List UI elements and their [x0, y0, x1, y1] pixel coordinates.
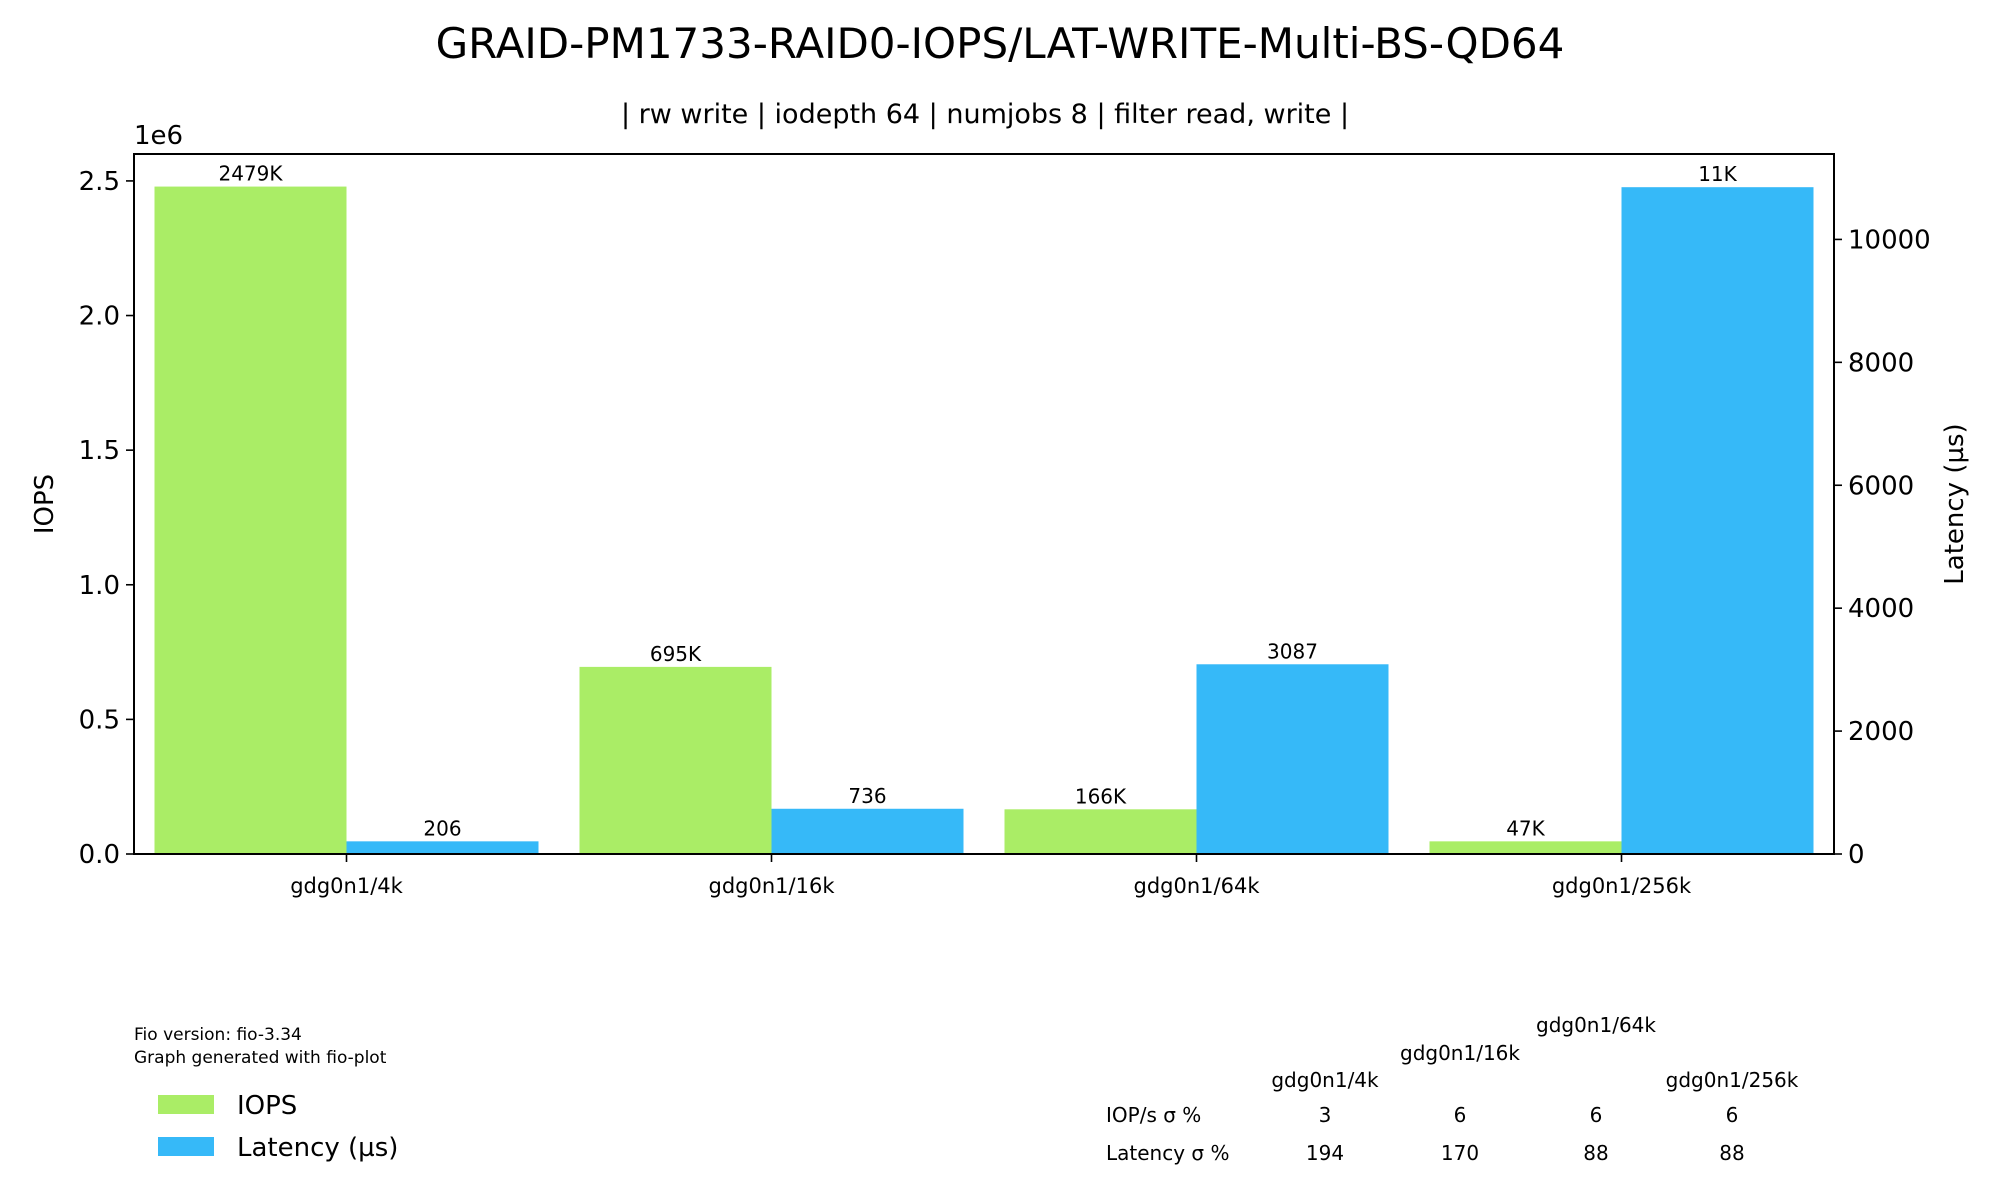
table-cell: 170 — [1441, 1141, 1479, 1165]
right-axis: 0 2000 4000 6000 8000 10000 — [1834, 225, 1931, 870]
data-label-latency: 206 — [423, 816, 461, 840]
data-label-iops: 47K — [1506, 816, 1545, 840]
legend-label-iops: IOPS — [237, 1091, 297, 1121]
y-tick-label: 2.0 — [79, 302, 120, 332]
table-cell: 6 — [1726, 1103, 1739, 1127]
table-col-header: gdg0n1/64k — [1536, 1013, 1656, 1037]
legend-swatch-latency — [158, 1137, 214, 1156]
table-cell: 194 — [1306, 1141, 1344, 1165]
y-offset-label: 1e6 — [134, 121, 183, 151]
table-cell: 88 — [1583, 1141, 1608, 1165]
table-col-header: gdg0n1/4k — [1271, 1068, 1379, 1092]
bar-iops — [579, 666, 772, 854]
stddev-table: gdg0n1/4k gdg0n1/16k gdg0n1/64k gdg0n1/2… — [1106, 1013, 1799, 1165]
table-row-label: IOP/s σ % — [1106, 1103, 1201, 1127]
x-tick-label: gdg0n1/64k — [1134, 874, 1261, 898]
y-right-tick-label: 0 — [1848, 840, 1865, 870]
chart-title: GRAID-PM1733-RAID0-IOPS/LAT-WRITE-Multi-… — [436, 19, 1565, 68]
table-cell: 6 — [1454, 1103, 1467, 1127]
data-label-iops: 695K — [650, 642, 702, 666]
legend: IOPS Latency (µs) — [158, 1091, 398, 1163]
fio-version-note: Fio version: fio-3.34 — [134, 1025, 302, 1045]
chart-subtitle: | rw write | iodepth 64 | numjobs 8 | fi… — [621, 99, 1349, 130]
table-col-header: gdg0n1/256k — [1666, 1068, 1799, 1092]
y-tick-label: 0.0 — [79, 840, 120, 870]
legend-swatch-iops — [158, 1095, 214, 1114]
x-tick-label: gdg0n1/4k — [290, 874, 403, 898]
table-col-header: gdg0n1/16k — [1400, 1041, 1520, 1065]
data-labels-layer: 2479K 206 695K 736 166K 3087 47K 11K — [218, 162, 1737, 841]
bar-latency — [346, 841, 539, 854]
x-tick-label: gdg0n1/256k — [1552, 874, 1692, 898]
y-tick-label: 2.5 — [79, 167, 120, 197]
data-label-latency: 3087 — [1267, 639, 1318, 663]
table-cell: 88 — [1719, 1141, 1744, 1165]
y-right-tick-label: 2000 — [1848, 717, 1914, 747]
left-axis: 0.0 0.5 1.0 1.5 2.0 2.5 — [79, 167, 134, 870]
data-label-iops: 166K — [1075, 784, 1127, 808]
y-tick-label: 0.5 — [79, 705, 120, 735]
y-right-tick-label: 4000 — [1848, 594, 1914, 624]
bar-latency — [1196, 664, 1389, 854]
y-axis-title: IOPS — [30, 474, 60, 534]
y-right-tick-label: 8000 — [1848, 348, 1914, 378]
table-cell: 3 — [1319, 1103, 1332, 1127]
bar-iops — [1429, 841, 1622, 854]
data-label-latency: 736 — [848, 784, 886, 808]
x-axis: gdg0n1/4k gdg0n1/16k gdg0n1/64k gdg0n1/256k — [290, 854, 1692, 898]
bar-latency — [771, 808, 964, 854]
bar-latency — [1621, 187, 1814, 854]
table-cell: 6 — [1590, 1103, 1603, 1127]
y-right-tick-label: 10000 — [1848, 225, 1931, 255]
y-right-tick-label: 6000 — [1848, 471, 1914, 501]
data-label-iops: 2479K — [218, 162, 283, 186]
generator-note: Graph generated with fio-plot — [134, 1048, 387, 1068]
y-axis-right-title: Latency (µs) — [1940, 423, 1970, 584]
bars-layer — [154, 186, 1814, 855]
legend-label-latency: Latency (µs) — [237, 1133, 398, 1163]
bar-iops — [154, 186, 347, 855]
y-tick-label: 1.5 — [79, 436, 120, 466]
plot-frame — [133, 153, 1835, 855]
y-tick-label: 1.0 — [79, 571, 120, 601]
data-label-latency: 11K — [1698, 162, 1737, 186]
bar-iops — [1004, 809, 1197, 854]
table-row-label: Latency σ % — [1106, 1141, 1229, 1165]
x-tick-label: gdg0n1/16k — [709, 874, 836, 898]
